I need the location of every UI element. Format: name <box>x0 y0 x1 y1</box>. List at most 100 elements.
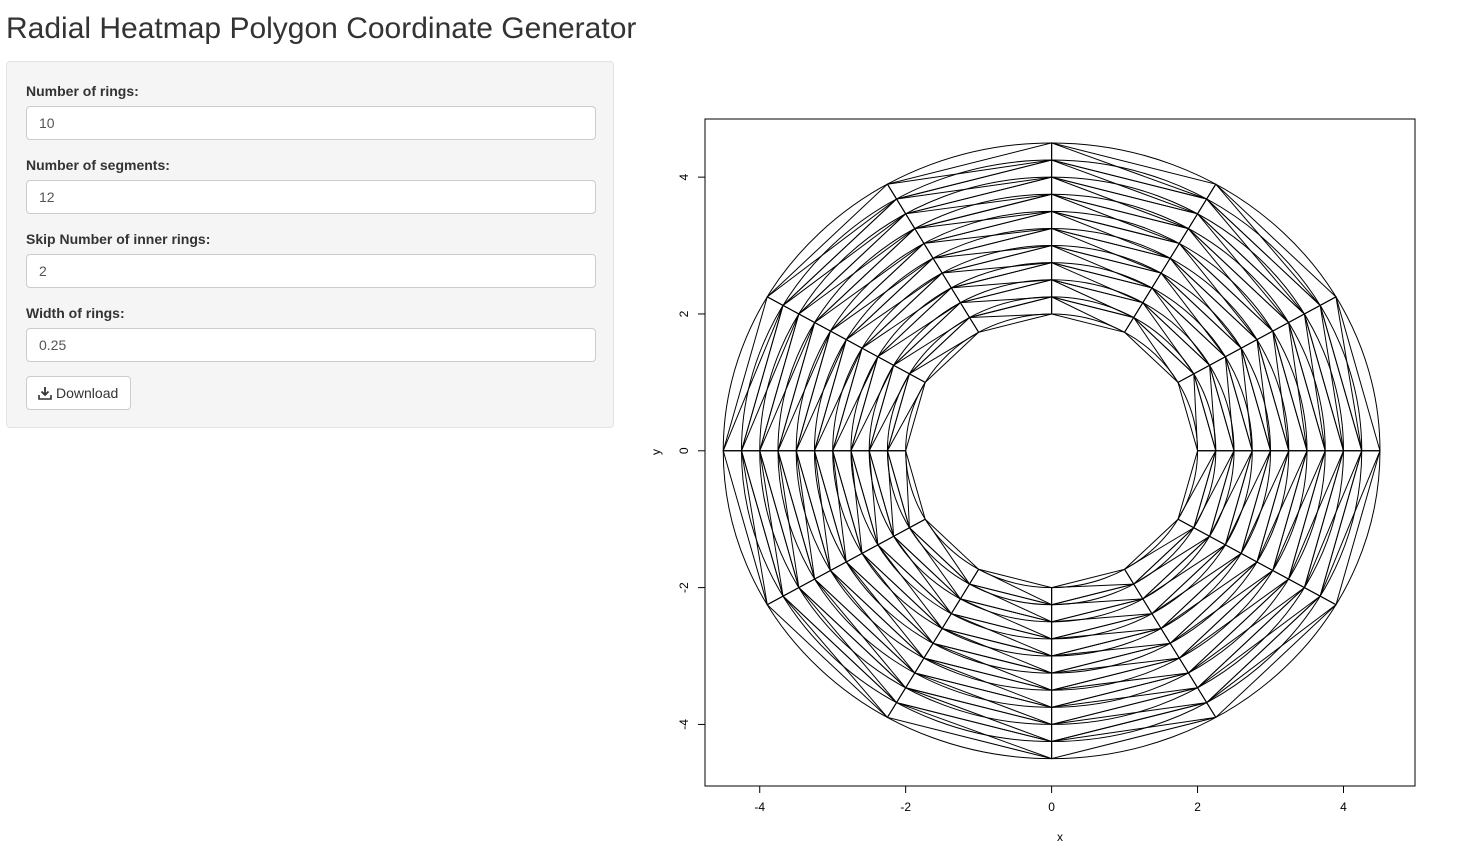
mesh-diagonal <box>1240 348 1253 451</box>
ring-boundary <box>886 296 1217 606</box>
x-tick-label: 0 <box>1048 800 1055 814</box>
rings-input[interactable] <box>26 106 596 140</box>
mesh-diagonal <box>1133 535 1210 585</box>
mesh-diagonal <box>1051 159 1198 215</box>
mesh-diagonal <box>1142 302 1195 375</box>
polygon-mesh <box>722 142 1381 760</box>
mesh-diagonal <box>1303 450 1363 588</box>
mesh-diagonal <box>845 272 943 341</box>
mesh-diagonal <box>893 536 952 615</box>
download-label: Download <box>56 385 119 401</box>
mesh-cell <box>1133 301 1211 375</box>
mesh-diagonal <box>795 339 847 451</box>
mesh-diagonal <box>886 450 895 537</box>
mesh-diagonal <box>1193 450 1235 528</box>
ring-boundary <box>850 262 1253 640</box>
mesh-diagonal <box>1051 628 1162 640</box>
mesh-diagonal <box>830 257 934 332</box>
mesh-diagonal <box>1272 450 1326 571</box>
skip-rings-input[interactable] <box>26 254 596 288</box>
download-button[interactable]: Download <box>26 376 132 410</box>
x-tick-label: 4 <box>1340 800 1347 814</box>
mesh-diagonal <box>924 518 970 585</box>
mesh-diagonal <box>782 595 888 718</box>
y-tick-label: 4 <box>677 173 691 180</box>
mesh-diagonal <box>905 450 910 528</box>
mesh-diagonal <box>1051 262 1144 304</box>
mesh-diagonal <box>798 587 897 703</box>
mesh-cell <box>1123 518 1195 585</box>
mesh-cell <box>892 301 971 375</box>
mesh-diagonal <box>766 198 897 298</box>
mesh-diagonal <box>740 450 768 605</box>
download-icon <box>38 386 52 400</box>
mesh-cell <box>876 287 962 366</box>
mesh-cell <box>908 518 980 585</box>
mesh-diagonal <box>1272 331 1290 451</box>
mesh-cell <box>876 535 962 615</box>
mesh-diagonal <box>814 578 907 689</box>
ring-width-label: Width of rings: <box>26 305 125 321</box>
mesh-cell <box>1196 586 1322 704</box>
mesh-cell <box>829 242 934 341</box>
mesh-diagonal <box>969 313 1052 318</box>
mesh-diagonal <box>850 365 895 452</box>
mesh-cell <box>892 527 971 600</box>
segments-input[interactable] <box>26 180 596 214</box>
mesh-diagonal <box>969 583 1052 623</box>
mesh-diagonal <box>960 296 1052 304</box>
mesh-diagonal <box>1288 322 1308 451</box>
mesh-diagonal <box>909 331 979 375</box>
mesh-diagonal <box>896 176 1052 200</box>
mesh-diagonal <box>1151 287 1210 366</box>
mesh-cell <box>1169 561 1274 659</box>
mesh-diagonal <box>1051 210 1171 259</box>
mesh-diagonal <box>941 628 1052 674</box>
mesh-diagonal <box>813 450 831 571</box>
mesh-diagonal <box>798 228 916 315</box>
mesh-diagonal <box>978 568 1052 606</box>
mesh-diagonal <box>896 702 1052 760</box>
mesh-diagonal <box>795 450 816 580</box>
mesh-cell <box>1151 544 1243 630</box>
mesh-diagonal <box>1051 657 1180 674</box>
mesh-diagonal <box>923 657 1052 708</box>
mesh-diagonal <box>861 553 934 644</box>
mesh-diagonal <box>1188 228 1274 332</box>
mesh-diagonal <box>1319 305 1344 451</box>
mesh-cell <box>1178 227 1290 332</box>
mesh-cell <box>861 272 952 358</box>
sidebar-panel: Number of rings: Number of segments: Ski… <box>6 61 614 428</box>
mesh-diagonal <box>782 213 906 306</box>
mesh-cell <box>1196 198 1322 315</box>
y-tick-label: -2 <box>677 582 691 593</box>
x-tick-label: -2 <box>900 800 911 814</box>
plot-frame <box>704 118 1416 787</box>
mesh-diagonal <box>1051 142 1207 200</box>
mesh-diagonal <box>1051 702 1207 725</box>
mesh-diagonal <box>905 193 1052 215</box>
mesh-diagonal <box>1051 687 1198 708</box>
mesh-diagonal <box>722 305 784 451</box>
mesh-cell <box>813 569 925 674</box>
mesh-diagonal <box>1215 183 1321 306</box>
mesh-diagonal <box>1051 598 1143 606</box>
ring-width-input[interactable] <box>26 328 596 362</box>
mesh-diagonal <box>1197 213 1289 323</box>
mesh-diagonal <box>1142 544 1226 600</box>
mesh-diagonal <box>951 613 1052 657</box>
mesh-diagonal <box>960 598 1052 640</box>
mesh-diagonal <box>1151 552 1242 615</box>
mesh-diagonal <box>932 245 1052 259</box>
mesh-diagonal <box>814 243 925 323</box>
rings-label: Number of rings: <box>26 83 139 99</box>
mesh-cell <box>923 210 1053 259</box>
mesh-diagonal <box>1169 570 1274 644</box>
mesh-diagonal <box>914 672 1052 725</box>
mesh-diagonal <box>759 450 784 597</box>
mesh-diagonal <box>1256 450 1308 563</box>
mesh-cell <box>782 198 907 315</box>
mesh-diagonal <box>1178 243 1258 340</box>
mesh-diagonal <box>893 317 970 366</box>
ring-boundary <box>905 313 1199 589</box>
